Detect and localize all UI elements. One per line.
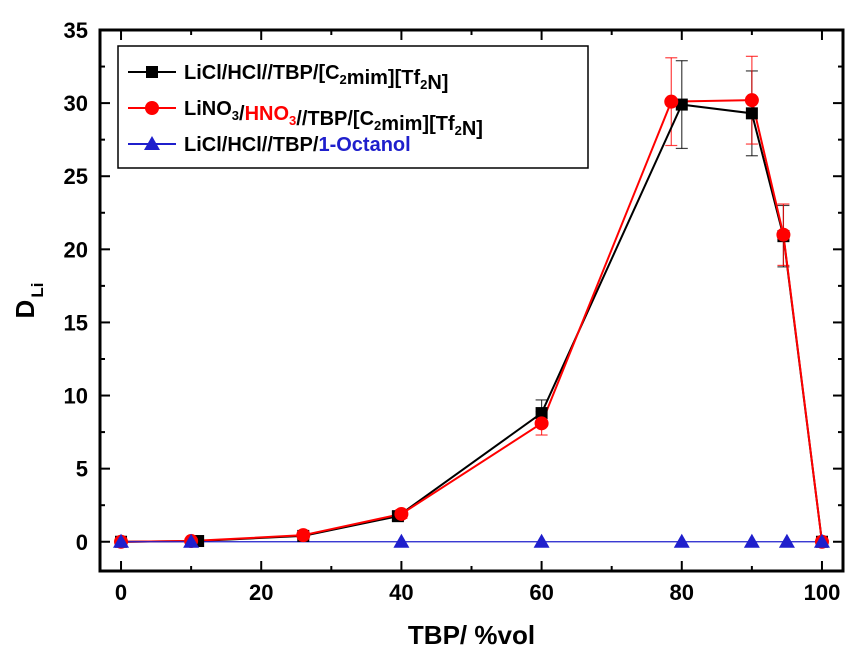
- legend-box: [117, 45, 589, 169]
- legend-entry-label: LiNO3/HNO3//TBP/[C2mim][Tf2N]: [184, 98, 483, 140]
- data-point-triangle: [393, 533, 410, 548]
- x-tick-label: 100: [804, 580, 841, 605]
- x-axis-title: TBP/ %vol: [408, 620, 535, 650]
- legend-text-part: /: [239, 103, 245, 125]
- legend-text-part: mim][Tf: [347, 67, 421, 89]
- y-tick-label: 20: [64, 237, 88, 262]
- data-point-circle: [296, 528, 311, 543]
- data-point-triangle: [113, 533, 130, 548]
- data-point-triangle: [743, 533, 760, 548]
- legend-text-part: N]: [462, 118, 483, 140]
- legend-text-part: LiCl/HCl//TBP/[C: [184, 62, 340, 84]
- data-point-circle: [776, 227, 791, 242]
- data-point-triangle: [813, 533, 830, 548]
- legend-marker-triangle: [144, 136, 160, 150]
- data-point-triangle: [533, 533, 550, 548]
- legend: LiCl/HCl//TBP/[C2mim][Tf2N]LiNO3/HNO3//T…: [117, 45, 589, 169]
- legend-text-part: 1-Octanol: [318, 134, 410, 156]
- y-axis-title-main: D: [10, 300, 40, 319]
- data-point-square: [745, 107, 758, 120]
- legend-text-part: LiCl/HCl//TBP/: [184, 134, 319, 156]
- y-tick-label: 30: [64, 91, 88, 116]
- data-point-triangle: [183, 533, 200, 548]
- data-point-circle: [744, 93, 759, 108]
- data-point-square: [675, 98, 688, 111]
- legend-text-part: N]: [427, 72, 448, 94]
- y-axis-title-sub: Li: [28, 283, 47, 298]
- legend-marker-circle: [145, 101, 159, 115]
- data-point-circle: [534, 416, 549, 431]
- legend-subscript: 2: [340, 72, 347, 87]
- y-axis-title: D Li: [10, 283, 47, 319]
- x-tick-label: 60: [529, 580, 553, 605]
- y-tick-label: 10: [64, 384, 88, 409]
- legend-text-part: mim][Tf: [381, 113, 455, 135]
- data-point-triangle: [673, 533, 690, 548]
- legend-subscript: 2: [455, 123, 462, 138]
- data-point-circle: [664, 94, 679, 109]
- series-line: [121, 103, 823, 543]
- legend-entry-label: LiCl/HCl//TBP/[C2mim][Tf2N]: [184, 62, 448, 94]
- legend-text-part: LiNO: [184, 98, 232, 120]
- axis-ticks: [100, 29, 843, 571]
- x-tick-label: 40: [389, 580, 413, 605]
- legend-subscript: 3: [289, 113, 296, 128]
- legend-subscript: 3: [232, 108, 239, 123]
- y-tick-label: 0: [76, 530, 88, 555]
- y-tick-label: 15: [64, 310, 88, 335]
- legend-subscript: 2: [374, 118, 381, 133]
- y-tick-labels: 0 5 10 15 20 25 30 35: [64, 18, 88, 555]
- x-tick-label: 0: [115, 580, 127, 605]
- legend-text-part: HNO: [245, 103, 289, 125]
- legend-entry-label: LiCl/HCl//TBP/1-Octanol: [184, 134, 411, 156]
- series-markers: [113, 93, 830, 549]
- legend-marker-square: [146, 66, 158, 78]
- legend-subscript: 2: [420, 77, 427, 92]
- x-tick-labels: 0 20 40 60 80 100: [115, 580, 840, 605]
- legend-text-part: //TBP/[C: [296, 108, 374, 130]
- x-tick-label: 20: [249, 580, 273, 605]
- y-tick-label: 25: [64, 164, 88, 189]
- data-point-square: [535, 407, 548, 420]
- y-tick-label: 5: [76, 457, 88, 482]
- data-point-circle: [394, 506, 409, 521]
- data-point-triangle: [778, 533, 795, 548]
- y-tick-label: 35: [64, 18, 88, 43]
- x-tick-label: 80: [670, 580, 694, 605]
